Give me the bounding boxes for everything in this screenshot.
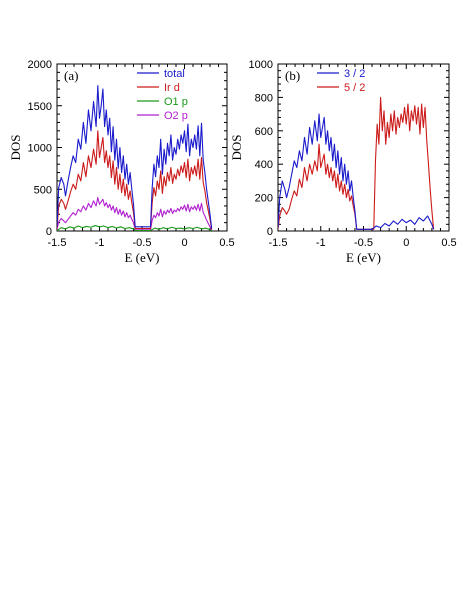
series-line-total — [57, 85, 213, 229]
y-tick-label: 1000 — [249, 59, 273, 71]
y-tick-label: 2000 — [28, 59, 52, 71]
y-tick-label: 0 — [267, 226, 273, 238]
y-tick-label: 600 — [255, 126, 273, 138]
series-line-ir-d — [57, 130, 213, 230]
x-tick-label: -1.5 — [269, 237, 288, 249]
x-tick-label: -1 — [95, 237, 105, 249]
x-axis-title: E (eV) — [124, 250, 159, 265]
legend-label: 3 / 2 — [344, 68, 365, 80]
y-tick-label: 200 — [255, 193, 273, 205]
y-axis-title: DOS — [8, 134, 23, 160]
x-tick-label: 0.5 — [219, 237, 234, 249]
series-line-o2-p — [57, 197, 213, 231]
legend-label: Ir d — [164, 82, 180, 94]
x-tick-label: -0.5 — [133, 237, 152, 249]
x-tick-label: -0.5 — [354, 237, 373, 249]
x-tick-label: 0.5 — [441, 237, 456, 249]
legend-label: O1 p — [164, 96, 188, 108]
legend-label: total — [164, 68, 185, 80]
panel-a: -1.5 -1 -0.5 0 0.5 0 500 1000 1500 2000 E (eV) DOS (… — [8, 59, 235, 265]
series-line-o1-p — [57, 225, 212, 231]
panel-label: (a) — [64, 68, 78, 83]
y-tick-label: 1500 — [28, 101, 52, 113]
legend-label: O2 p — [164, 110, 188, 122]
x-tick-label: 0 — [403, 237, 409, 249]
y-tick-label: 1000 — [28, 143, 52, 155]
y-tick-label: 0 — [46, 226, 52, 238]
x-tick-label: -1 — [316, 237, 326, 249]
series-line-3-2 — [278, 113, 435, 230]
legend-label: 5 / 2 — [344, 82, 365, 94]
panel-b: -1.5 -1 -0.5 0 0.5 0 200 400 600 800 1000 E (eV) DOS… — [229, 59, 457, 265]
x-tick-label: 0 — [181, 237, 187, 249]
y-tick-label: 400 — [255, 159, 273, 171]
x-tick-label: -1.5 — [48, 237, 67, 249]
y-axis-title: DOS — [229, 134, 244, 160]
x-axis-title: E (eV) — [346, 250, 381, 265]
panel-label: (b) — [285, 68, 300, 83]
series-line-5-2 — [278, 96, 435, 230]
y-tick-label: 800 — [255, 92, 273, 104]
y-tick-label: 500 — [34, 184, 52, 196]
